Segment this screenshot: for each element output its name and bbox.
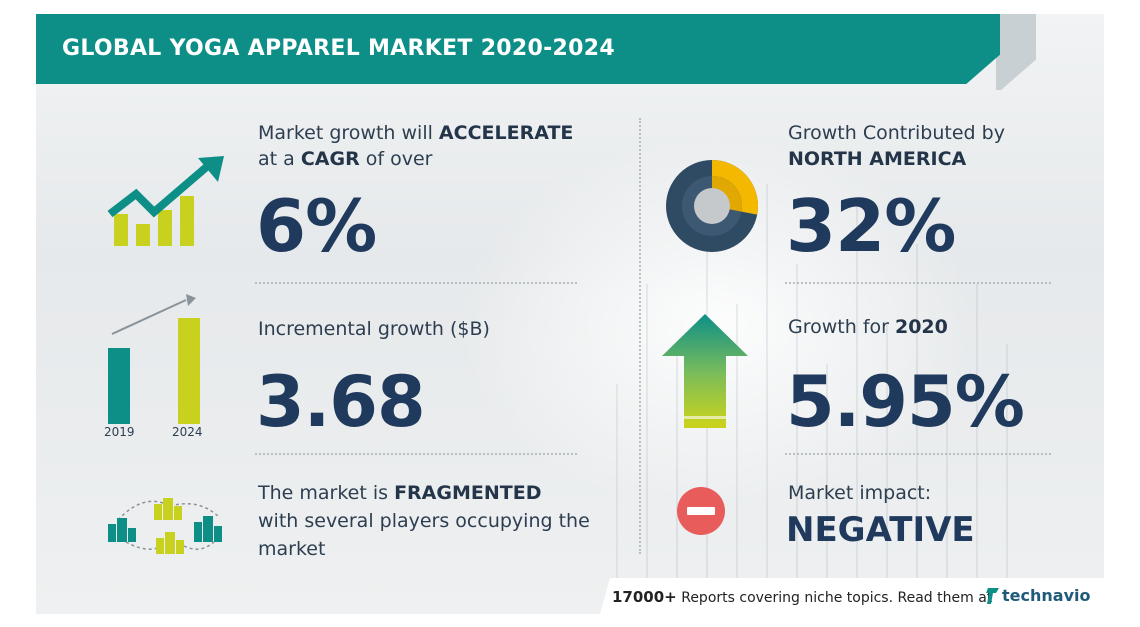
header-band [36,14,1000,84]
incremental-value: 3.68 [256,361,426,443]
technavio-logo-icon [986,588,999,604]
footer-text: 17000+ Reports covering niche topics. Re… [612,588,993,606]
region-value: 32% [786,184,956,268]
impact-value: NEGATIVE [786,510,975,550]
page-title: GLOBAL YOGA APPAREL MARKET 2020-2024 [62,36,615,61]
bar-label-2024: 2024 [172,425,203,439]
row-divider-left-2 [255,453,577,455]
fragmented-market-icon [108,498,222,554]
footer-band [600,578,1104,614]
impact-label: Market impact: [788,482,932,504]
fragmented-line-3: market [258,538,326,560]
up-arrow-icon [662,314,748,428]
column-divider [639,118,641,554]
donut-chart-icon [666,160,759,252]
region-line-1: Growth Contributed by [788,122,1005,144]
bar-label-2019: 2019 [104,425,135,439]
cagr-value: 6% [256,184,377,268]
no-entry-icon [677,487,725,535]
yoy-value: 5.95% [786,361,1025,443]
region-line-2: NORTH AMERICA [788,148,967,170]
cagr-line-1: Market growth will ACCELERATE [258,122,574,144]
cagr-line-2: at a CAGR of over [258,148,433,170]
technavio-link[interactable]: technavio [1002,586,1091,605]
row-divider-right-2 [785,453,1051,455]
growth-chart-icon [107,156,224,246]
yoy-label: Growth for 2020 [788,316,948,338]
row-divider-right-1 [785,282,1051,284]
incremental-label: Incremental growth ($B) [258,318,490,340]
row-divider-left-1 [255,282,577,284]
fragmented-line-1: The market is FRAGMENTED [258,482,542,504]
bar-comparison-icon [108,294,200,424]
fragmented-line-2: with several players occupying the [258,510,590,532]
infographic-card [36,14,1104,614]
